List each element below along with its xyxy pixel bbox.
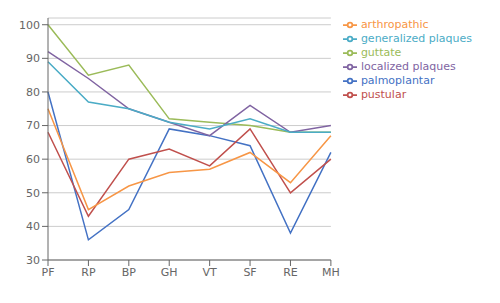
svg-text:40: 40 bbox=[26, 220, 40, 233]
svg-text:70: 70 bbox=[26, 119, 40, 132]
svg-text:50: 50 bbox=[26, 187, 40, 200]
svg-text:MH: MH bbox=[322, 266, 340, 279]
svg-text:90: 90 bbox=[26, 52, 40, 65]
html-text:localized plaques: localized plaques bbox=[360, 60, 456, 73]
svg-text:VT: VT bbox=[203, 266, 218, 279]
html-text:guttate: guttate bbox=[360, 46, 402, 59]
html-text:generalized plaques: generalized plaques bbox=[360, 32, 472, 45]
html-text:pustular: pustular bbox=[360, 88, 407, 101]
svg-text:RP: RP bbox=[81, 266, 96, 279]
svg-text:80: 80 bbox=[26, 86, 40, 99]
svg-text:30: 30 bbox=[26, 254, 40, 267]
svg-text:BP: BP bbox=[122, 266, 137, 279]
html-text:arthropathic: arthropathic bbox=[360, 18, 429, 31]
svg-text:SF: SF bbox=[243, 266, 256, 279]
svg-text:100: 100 bbox=[19, 19, 40, 32]
svg-text:60: 60 bbox=[26, 153, 40, 166]
svg-text:GH: GH bbox=[161, 266, 178, 279]
svg-text:PF: PF bbox=[42, 266, 55, 279]
svg-text:RE: RE bbox=[283, 266, 298, 279]
html-text:palmoplantar: palmoplantar bbox=[360, 74, 435, 87]
